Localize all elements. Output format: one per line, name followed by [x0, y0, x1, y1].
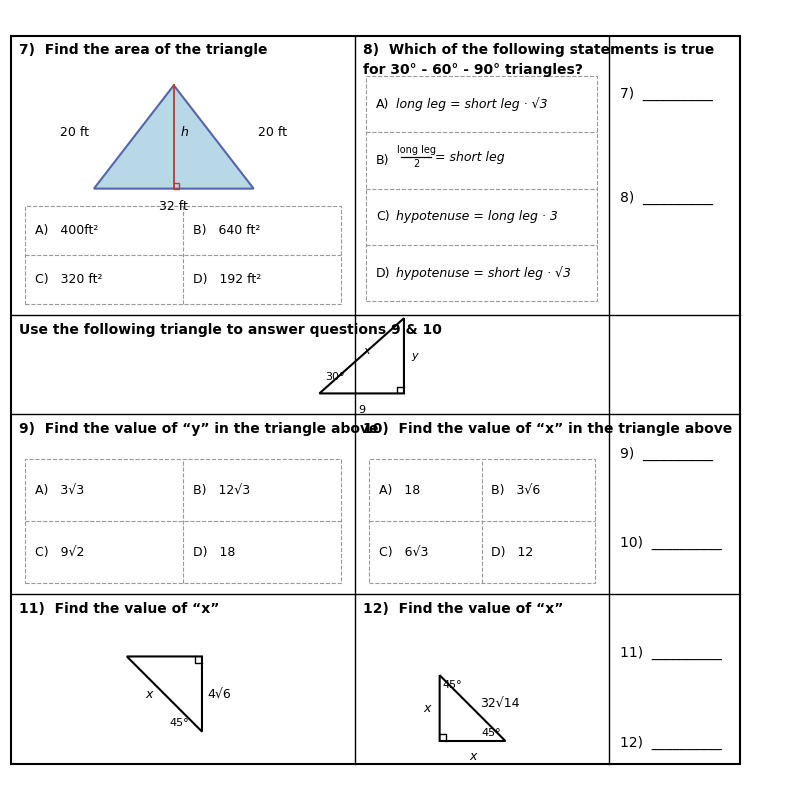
Text: A)   3√3: A) 3√3: [34, 484, 84, 497]
Text: C)   6√3: C) 6√3: [378, 546, 428, 558]
Text: B): B): [376, 154, 390, 167]
Text: 45°: 45°: [442, 680, 462, 690]
Text: A)   400ft²: A) 400ft²: [34, 224, 98, 237]
Bar: [26, 206, 341, 304]
Text: 10)  Find the value of “x” in the triangle above: 10) Find the value of “x” in the triangl…: [362, 422, 732, 436]
Text: B)   640 ft²: B) 640 ft²: [193, 224, 260, 237]
Text: 9)  Find the value of “y” in the triangle above: 9) Find the value of “y” in the triangle…: [18, 422, 378, 436]
Text: 4√6: 4√6: [208, 687, 231, 701]
Text: 8)  __________: 8) __________: [620, 190, 713, 205]
Text: 12)  __________: 12) __________: [620, 735, 722, 750]
Text: 32 ft: 32 ft: [159, 200, 188, 213]
Text: 7)  Find the area of the triangle: 7) Find the area of the triangle: [18, 43, 267, 57]
Text: D)   192 ft²: D) 192 ft²: [193, 273, 261, 286]
Text: C)   9√2: C) 9√2: [34, 546, 84, 558]
Text: hypotenuse = short leg · √3: hypotenuse = short leg · √3: [397, 266, 571, 280]
Text: 20 ft: 20 ft: [60, 126, 90, 138]
Text: long leg: long leg: [397, 145, 436, 155]
Text: 20 ft: 20 ft: [258, 126, 287, 138]
Text: h: h: [180, 126, 188, 138]
Text: x: x: [423, 702, 430, 714]
Bar: [26, 459, 341, 583]
Polygon shape: [94, 86, 254, 189]
Text: long leg = short leg · √3: long leg = short leg · √3: [397, 98, 548, 111]
Text: C): C): [376, 210, 390, 223]
Text: 12)  Find the value of “x”: 12) Find the value of “x”: [362, 602, 563, 616]
Text: D): D): [376, 266, 390, 280]
Text: Use the following triangle to answer questions 9 & 10: Use the following triangle to answer que…: [18, 323, 442, 337]
Text: = short leg: = short leg: [435, 151, 505, 164]
Text: 11)  Find the value of “x”: 11) Find the value of “x”: [18, 602, 219, 616]
Text: 10)  __________: 10) __________: [620, 536, 722, 550]
Text: 45°: 45°: [482, 728, 502, 738]
Text: y: y: [411, 351, 418, 361]
Text: A)   18: A) 18: [378, 484, 420, 497]
Text: 8)  Which of the following statements is true
for 30° - 60° - 90° triangles?: 8) Which of the following statements is …: [362, 43, 714, 77]
Text: D)   18: D) 18: [193, 546, 235, 558]
Text: A): A): [376, 98, 389, 110]
Text: hypotenuse = long leg · 3: hypotenuse = long leg · 3: [397, 210, 558, 223]
Text: D)   12: D) 12: [491, 546, 534, 558]
Text: B)   12√3: B) 12√3: [193, 484, 250, 497]
Text: 30°: 30°: [325, 372, 345, 382]
Text: x: x: [363, 346, 370, 356]
Text: 45°: 45°: [169, 718, 189, 728]
Text: 7)  __________: 7) __________: [620, 87, 713, 102]
Text: 9)  __________: 9) __________: [620, 447, 713, 461]
Bar: [369, 459, 594, 583]
Text: x: x: [469, 750, 476, 763]
Text: 2: 2: [413, 158, 419, 169]
Text: x: x: [146, 687, 153, 701]
Text: 9: 9: [358, 405, 366, 414]
Text: 32√14: 32√14: [480, 697, 519, 710]
Bar: [366, 76, 598, 302]
Text: B)   3√6: B) 3√6: [491, 484, 541, 497]
Text: C)   320 ft²: C) 320 ft²: [34, 273, 102, 286]
Text: 11)  __________: 11) __________: [620, 646, 722, 660]
